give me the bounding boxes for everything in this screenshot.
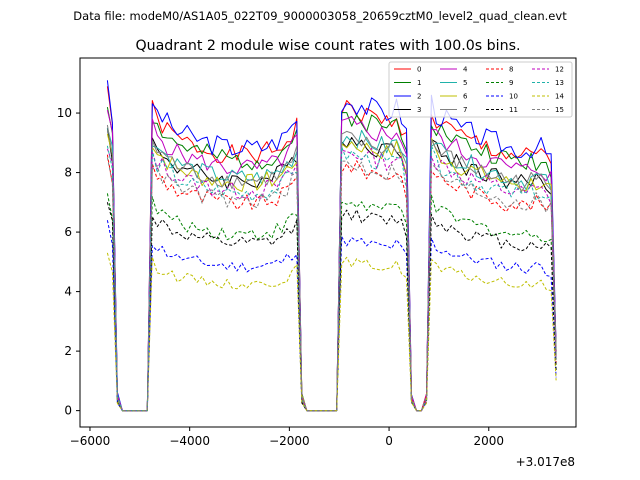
- series-line-14: [106, 252, 557, 412]
- legend-label: 8: [509, 66, 513, 74]
- legend-label: 14: [555, 93, 564, 101]
- series-line-9: [106, 193, 557, 412]
- legend-label: 13: [555, 79, 564, 87]
- y-tick-label: 0: [64, 404, 72, 418]
- legend-label: 15: [555, 106, 564, 114]
- y-tick-label: 4: [64, 285, 72, 299]
- y-tick-label: 2: [64, 344, 72, 358]
- legend-label: 4: [463, 66, 468, 74]
- x-offset-label: +3.017e8: [516, 455, 575, 469]
- chart-title: Quadrant 2 module wise count rates with …: [135, 38, 520, 54]
- legend-label: 10: [509, 93, 518, 101]
- series-line-11: [106, 202, 557, 412]
- legend-label: 7: [463, 106, 467, 114]
- series-line-15: [106, 157, 557, 412]
- legend-label: 5: [463, 79, 467, 87]
- x-tick-label: −4000: [169, 434, 210, 448]
- legend-label: 12: [555, 66, 564, 74]
- legend-label: 2: [417, 93, 421, 101]
- x-tick-label: 0: [385, 434, 393, 448]
- suptitle: Data file: modeM0/AS1A05_022T09_90000030…: [73, 9, 567, 23]
- x-tick-label: 2000: [473, 434, 504, 448]
- legend-box: [388, 61, 573, 118]
- legend-label: 3: [417, 106, 421, 114]
- axes-frame: [79, 57, 577, 428]
- y-tick-label: 8: [64, 166, 72, 180]
- y-tick-label: 10: [57, 106, 72, 120]
- legend-label: 6: [463, 93, 468, 101]
- y-axis: 0 2 4 6 8 10: [57, 106, 80, 418]
- legend-label: 1: [417, 79, 421, 87]
- y-tick-label: 6: [64, 225, 72, 239]
- plot-area: [106, 80, 557, 412]
- legend-label: 9: [509, 79, 513, 87]
- x-tick-label: −2000: [269, 434, 310, 448]
- legend-label: 0: [417, 66, 421, 74]
- x-tick-label: −6000: [70, 434, 111, 448]
- x-axis: −6000 −4000 −2000 0 2000: [70, 427, 504, 448]
- legend-label: 11: [509, 106, 518, 114]
